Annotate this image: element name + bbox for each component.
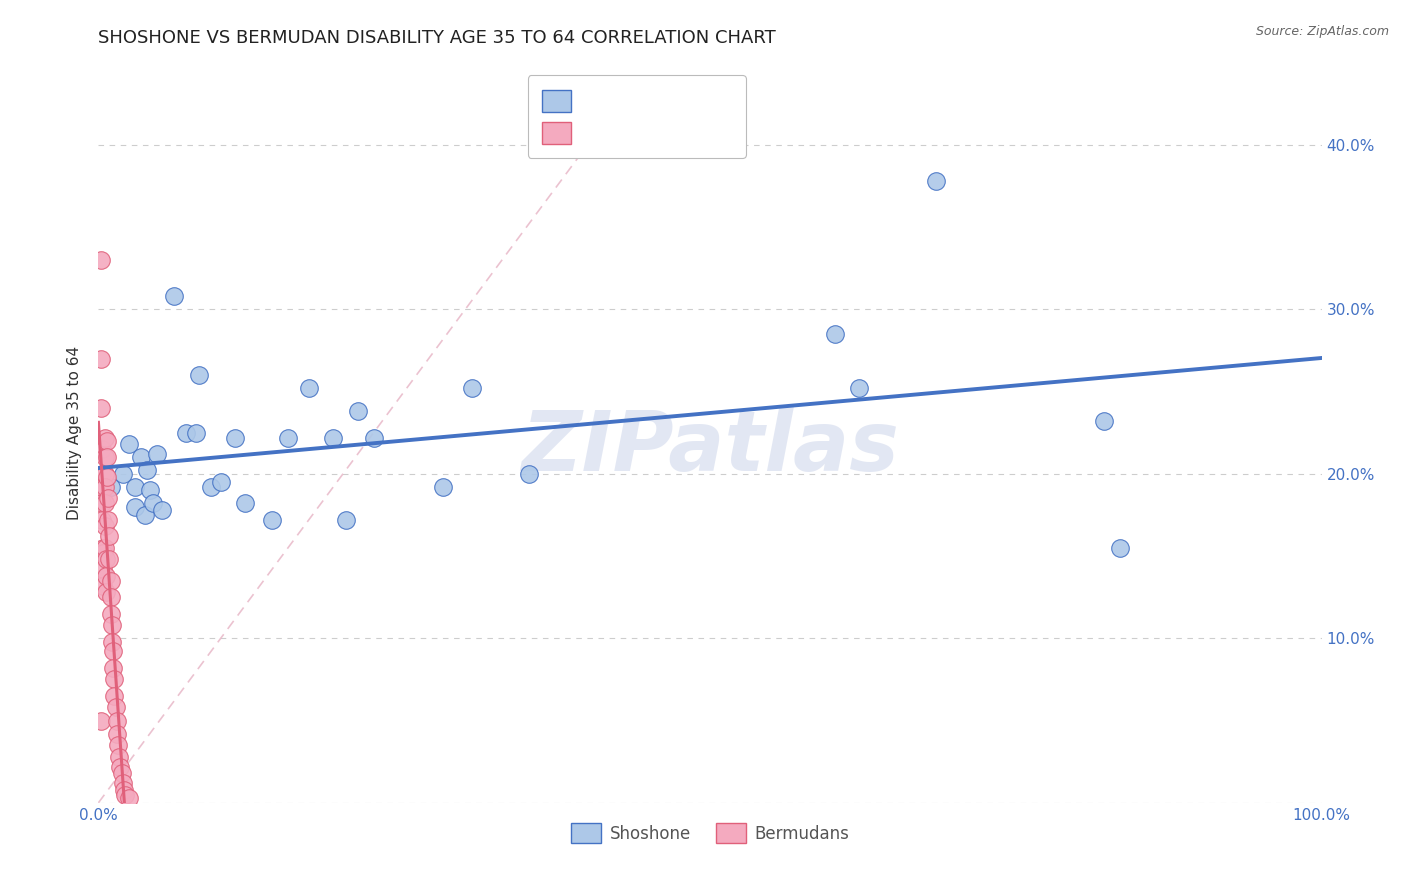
Point xyxy=(93,467,115,481)
Point xyxy=(103,673,125,687)
Point xyxy=(93,541,115,555)
Point xyxy=(91,546,114,560)
Point xyxy=(134,508,156,522)
Text: SHOSHONE VS BERMUDAN DISABILITY AGE 35 TO 64 CORRELATION CHART: SHOSHONE VS BERMUDAN DISABILITY AGE 35 T… xyxy=(98,29,776,47)
Point xyxy=(363,431,385,445)
Point xyxy=(146,447,169,461)
Point xyxy=(118,437,141,451)
Point xyxy=(176,425,198,440)
Point xyxy=(432,480,454,494)
Point xyxy=(142,496,165,510)
Point xyxy=(96,470,118,484)
Point xyxy=(103,689,125,703)
Point xyxy=(101,661,124,675)
Point xyxy=(346,404,368,418)
Point xyxy=(100,590,122,604)
Point xyxy=(105,727,128,741)
Point xyxy=(91,442,114,456)
Point xyxy=(94,552,117,566)
Point xyxy=(322,431,344,445)
Point xyxy=(90,401,112,415)
Point xyxy=(105,714,128,728)
Point xyxy=(97,491,120,506)
Point xyxy=(91,513,114,527)
Point xyxy=(233,496,256,510)
Point xyxy=(277,431,299,445)
Point xyxy=(93,431,115,445)
Point xyxy=(335,513,357,527)
Point xyxy=(1108,541,1130,555)
Point xyxy=(118,790,141,805)
Point xyxy=(101,618,124,632)
Text: Source: ZipAtlas.com: Source: ZipAtlas.com xyxy=(1256,25,1389,38)
Point xyxy=(108,749,131,764)
Point xyxy=(224,431,246,445)
Point xyxy=(200,480,222,494)
Point xyxy=(124,480,146,494)
Point xyxy=(101,634,124,648)
Point xyxy=(98,529,121,543)
Point xyxy=(91,579,114,593)
Point xyxy=(517,467,540,481)
Point xyxy=(139,483,162,498)
Point xyxy=(136,463,159,477)
Point xyxy=(100,480,122,494)
Point xyxy=(925,174,948,188)
Point xyxy=(91,467,114,481)
Point xyxy=(91,480,114,494)
Point xyxy=(90,714,112,728)
Point xyxy=(93,450,115,465)
Point xyxy=(93,480,115,494)
Point xyxy=(150,503,173,517)
Point xyxy=(91,496,114,510)
Point xyxy=(129,450,152,465)
Text: ZIPatlas: ZIPatlas xyxy=(522,407,898,488)
Text: N = 35: N = 35 xyxy=(679,89,747,107)
Point xyxy=(96,434,118,448)
Point xyxy=(104,700,127,714)
Point xyxy=(111,776,134,790)
Point xyxy=(112,782,135,797)
Point xyxy=(110,759,132,773)
Point xyxy=(111,467,134,481)
Point xyxy=(90,351,112,366)
Point xyxy=(124,500,146,514)
Point xyxy=(262,513,284,527)
Point xyxy=(824,326,846,341)
Point xyxy=(97,513,120,527)
Point xyxy=(100,607,122,621)
Point xyxy=(163,289,186,303)
Point xyxy=(91,541,114,555)
Point xyxy=(848,381,870,395)
Point xyxy=(94,568,117,582)
Point xyxy=(209,475,232,489)
Point xyxy=(98,552,121,566)
Point xyxy=(298,381,321,395)
Legend: Shoshone, Bermudans: Shoshone, Bermudans xyxy=(564,816,856,850)
Point xyxy=(107,738,129,752)
Point xyxy=(186,425,208,440)
Y-axis label: Disability Age 35 to 64: Disability Age 35 to 64 xyxy=(67,345,83,520)
Point xyxy=(94,585,117,599)
Point xyxy=(187,368,209,382)
Point xyxy=(101,644,124,658)
Point xyxy=(114,788,136,802)
Point xyxy=(100,574,122,588)
Point xyxy=(93,519,115,533)
Text: R = 0.299: R = 0.299 xyxy=(541,124,631,142)
Point xyxy=(91,562,114,576)
Point xyxy=(460,381,482,395)
Point xyxy=(1092,414,1115,428)
Text: R = 0.256: R = 0.256 xyxy=(541,89,631,107)
Point xyxy=(111,766,134,780)
Text: N = 50: N = 50 xyxy=(679,124,747,142)
Point xyxy=(90,252,112,267)
Point xyxy=(96,450,118,465)
Point xyxy=(93,496,115,510)
